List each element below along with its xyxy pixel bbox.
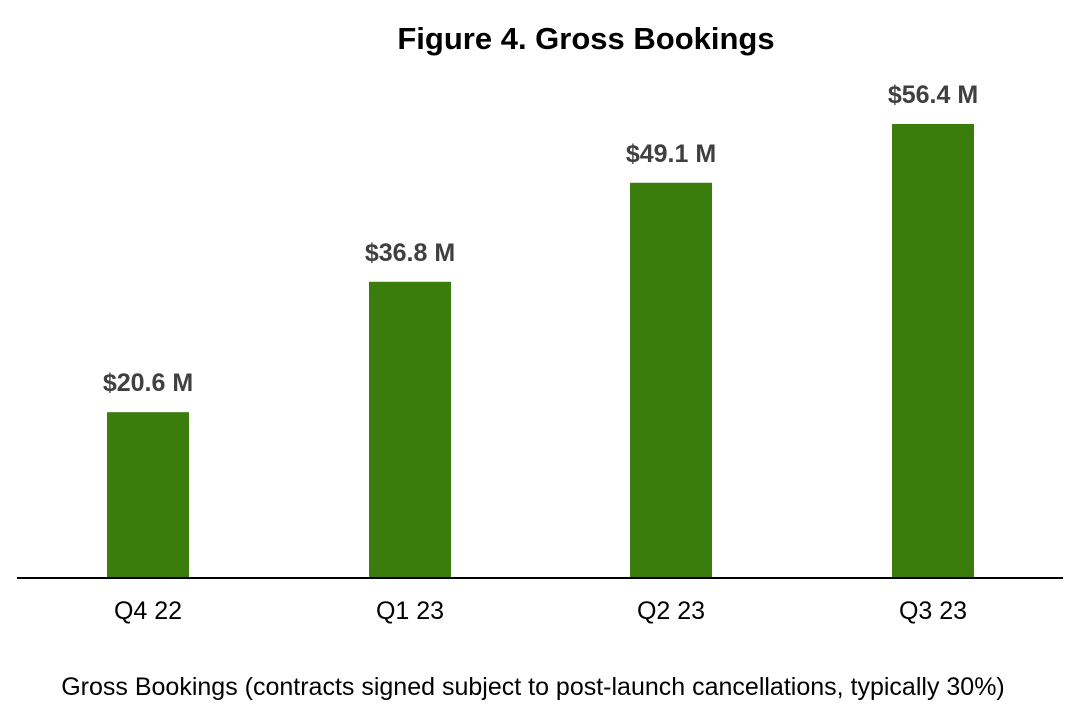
data-label: $20.6 M [103, 369, 193, 397]
data-labels-group: $20.6 M $36.8 M $49.1 M $56.4 M [103, 81, 978, 397]
data-label: $49.1 M [626, 140, 716, 168]
x-tick-label: Q4 22 [114, 597, 182, 625]
bar-q4-22 [107, 412, 189, 578]
bars-group [107, 124, 974, 579]
x-tick-label: Q3 23 [899, 597, 967, 625]
x-tick-labels-group: Q4 22 Q1 23 Q2 23 Q3 23 [114, 597, 967, 625]
data-label: $36.8 M [365, 239, 455, 267]
bar-q3-23 [892, 124, 974, 578]
data-label: $56.4 M [888, 81, 978, 109]
x-tick-label: Q1 23 [376, 597, 444, 625]
bar-q2-23 [630, 182, 712, 579]
chart-caption: Gross Bookings (contracts signed subject… [61, 673, 1005, 701]
chart-title: Figure 4. Gross Bookings [397, 21, 774, 56]
bar-q1-23 [369, 281, 451, 578]
x-tick-label: Q2 23 [637, 597, 705, 625]
